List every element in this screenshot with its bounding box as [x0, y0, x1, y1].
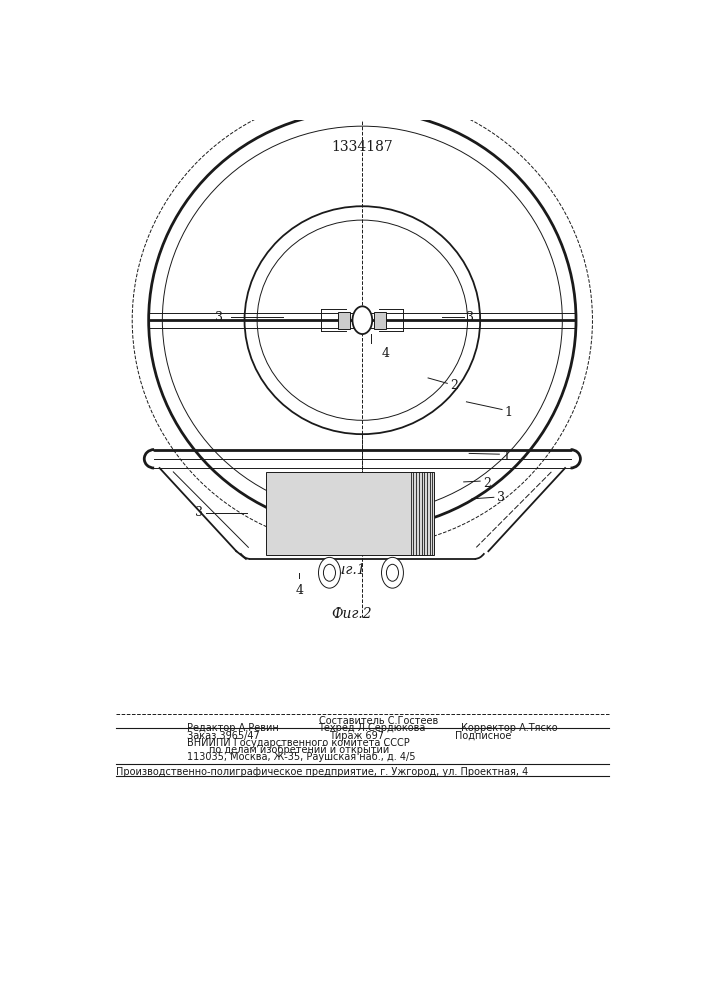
Text: 4: 4 — [296, 584, 303, 597]
Text: Редактор А.Ревин: Редактор А.Ревин — [187, 723, 279, 733]
Text: по делам изобретений и открытий: по делам изобретений и открытий — [209, 745, 389, 755]
Circle shape — [318, 557, 341, 588]
Text: 1: 1 — [502, 450, 510, 463]
Circle shape — [353, 306, 372, 334]
Text: Тираж 697: Тираж 697 — [329, 731, 385, 741]
Text: 3: 3 — [215, 311, 223, 324]
Bar — [338, 312, 350, 329]
Text: 113035, Москва, Ж-35, Раушская наб., д. 4/5: 113035, Москва, Ж-35, Раушская наб., д. … — [187, 752, 416, 762]
Text: Техред Л.Сердюкова: Техред Л.Сердюкова — [319, 723, 426, 733]
Circle shape — [382, 557, 404, 588]
Text: Подписное: Подписное — [455, 731, 512, 741]
Text: Производственно-полиграфическое предприятие, г. Ужгород, ул. Проектная, 4: Производственно-полиграфическое предприя… — [116, 767, 528, 777]
Bar — [267, 472, 433, 555]
Text: Фиг.1: Фиг.1 — [326, 563, 366, 577]
Text: 2: 2 — [450, 379, 458, 392]
Text: 1: 1 — [505, 406, 513, 419]
Text: 1334187: 1334187 — [332, 140, 393, 154]
Text: Корректор А.Тяско: Корректор А.Тяско — [461, 723, 558, 733]
Text: 3: 3 — [496, 491, 505, 504]
Bar — [375, 312, 387, 329]
Text: 3: 3 — [467, 311, 474, 324]
Text: Заказ 3965/47: Заказ 3965/47 — [187, 731, 259, 741]
Text: 4: 4 — [382, 347, 390, 360]
Text: 2: 2 — [483, 477, 491, 490]
Text: Фиг.2: Фиг.2 — [331, 607, 372, 621]
Text: Составитель С.Гостеев: Составитель С.Гостеев — [319, 716, 438, 726]
Text: 3: 3 — [195, 506, 204, 519]
Text: ВНИИПИ Государственного комитета СССР: ВНИИПИ Государственного комитета СССР — [187, 738, 410, 748]
